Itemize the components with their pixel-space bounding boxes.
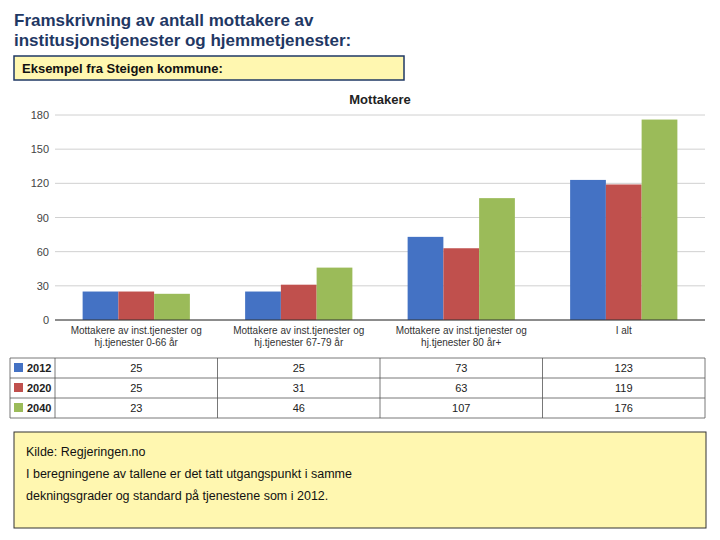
grid-line [55, 183, 705, 184]
table-line [55, 358, 56, 418]
main-title: Framskrivning av antall mottakere avinst… [14, 11, 351, 50]
table-value: 23 [130, 402, 142, 414]
grid-line [55, 320, 705, 321]
table-series-name: 2020 [27, 382, 51, 394]
table-swatch [14, 403, 23, 412]
table-line [10, 418, 705, 419]
table-series-name: 2040 [27, 402, 51, 414]
text-line: hj.tjenester 67-79 år [254, 337, 344, 348]
table-line [10, 358, 11, 418]
bar [606, 184, 642, 320]
x-axis-line [55, 320, 705, 321]
text-line: Mottakere av inst.tjenester og [396, 325, 527, 336]
chart-title: Mottakere [349, 92, 410, 107]
bar [443, 248, 479, 320]
y-tick-label: 30 [37, 280, 49, 292]
text-line: Mottakere av inst.tjenester og [233, 325, 364, 336]
text-line: hj.tjenester 80 år+ [421, 337, 501, 348]
table-line [10, 398, 705, 399]
bar [570, 180, 606, 320]
table-line [217, 358, 218, 418]
bars [83, 120, 678, 320]
y-tick-label: 0 [43, 314, 49, 326]
table-value: 31 [293, 382, 305, 394]
y-grid [55, 115, 705, 320]
table-value: 176 [615, 402, 633, 414]
table-value: 123 [615, 362, 633, 374]
text-line: Framskrivning av antall mottakere av [14, 11, 314, 30]
text-line: hj.tjenester 0-66 år [95, 337, 179, 348]
x-tick-label: I alt [616, 325, 632, 336]
table-line [10, 378, 705, 379]
bar [281, 285, 317, 320]
bar [154, 294, 190, 320]
bar [118, 292, 154, 320]
table-value: 63 [455, 382, 467, 394]
y-tick-label: 90 [37, 212, 49, 224]
y-tick-label: 120 [31, 177, 49, 189]
table-swatch [14, 383, 23, 392]
text-line: dekningsgrader og standard på tjenestene… [26, 489, 328, 503]
y-tick-label: 60 [37, 246, 49, 258]
text-line: Kilde: Regjeringen.no [26, 445, 146, 459]
grid-line [55, 115, 705, 116]
table-series-name: 2012 [27, 362, 51, 374]
table-line [542, 358, 543, 418]
y-tick-label: 180 [31, 109, 49, 121]
text-line: institusjonstjenester og hjemmetjenester… [14, 31, 351, 50]
bar [317, 268, 353, 320]
footer-box [14, 432, 706, 528]
x-tick-label: Mottakere av inst.tjenester oghj.tjenest… [233, 325, 364, 348]
table-value: 25 [293, 362, 305, 374]
table-value: 25 [130, 362, 142, 374]
bar [83, 292, 119, 320]
text-line: Mottakere av inst.tjenester og [71, 325, 202, 336]
footer-text: Kilde: Regjeringen.no I beregningene av t… [26, 445, 352, 503]
bar [245, 292, 281, 320]
subtitle: Eksempel fra Steigen kommune: [22, 61, 223, 76]
table-value: 25 [130, 382, 142, 394]
table-value: 46 [293, 402, 305, 414]
table-value: 119 [615, 382, 633, 394]
chart-root: Framskrivning av antall mottakere avinst… [0, 0, 720, 540]
table-value: 107 [452, 402, 470, 414]
text-line: I beregningene av tallene er det tatt ut… [26, 467, 352, 481]
data-table: 2012 25 25 73 123 2020 25 31 63 119 2040 23 46 107 176 [10, 358, 705, 418]
bar [642, 120, 678, 320]
subtitle-box [14, 56, 404, 80]
text-line: I alt [616, 325, 632, 336]
table-line [380, 358, 381, 418]
bar [479, 198, 515, 320]
table-line [705, 358, 706, 418]
grid-line [55, 149, 705, 150]
x-tick-label: Mottakere av inst.tjenester oghj.tjenest… [396, 325, 527, 348]
table-value: 73 [455, 362, 467, 374]
y-tick-label: 150 [31, 143, 49, 155]
x-tick-label: Mottakere av inst.tjenester oghj.tjenest… [71, 325, 202, 348]
table-line [10, 358, 705, 359]
table-swatch [14, 363, 23, 372]
bar [408, 237, 444, 320]
